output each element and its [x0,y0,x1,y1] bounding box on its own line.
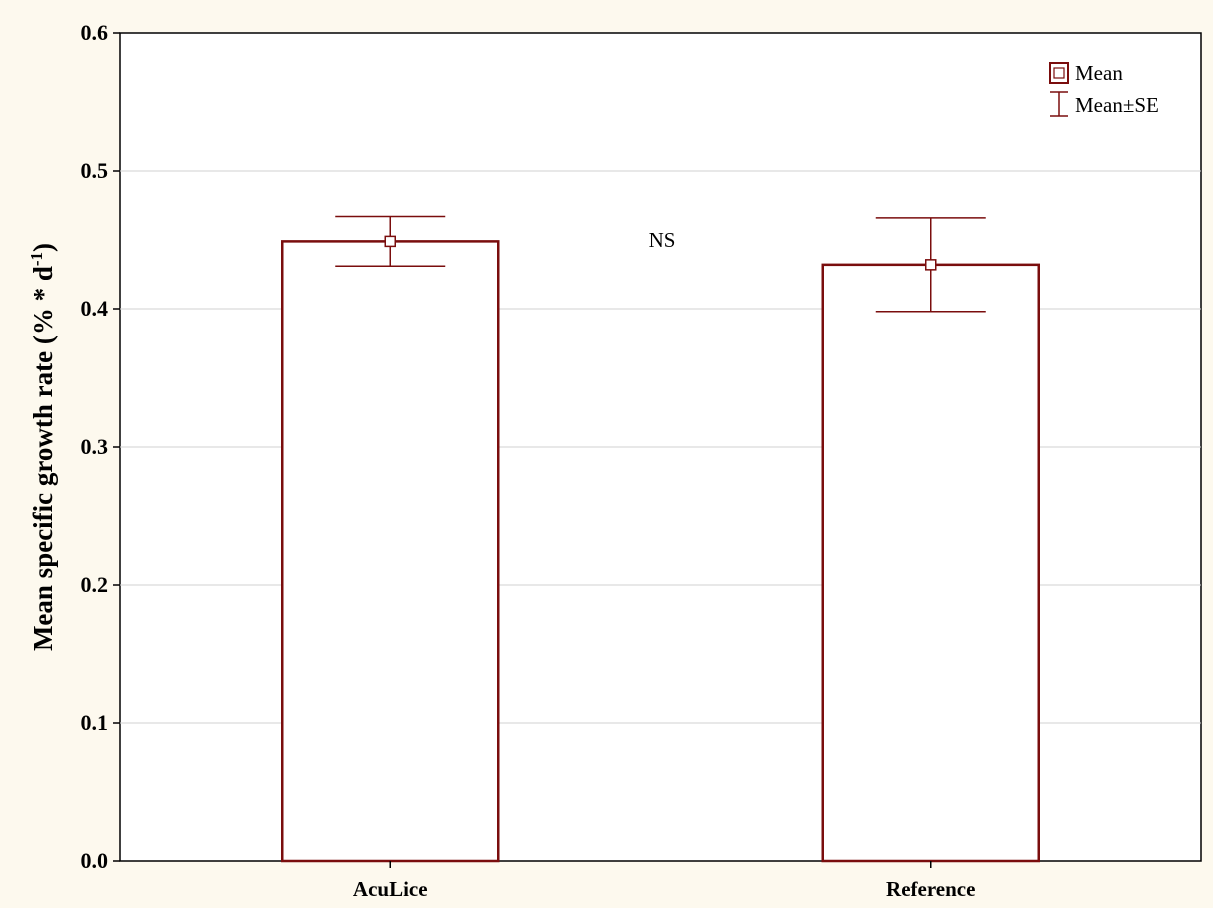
x-category-label: AcuLice [353,877,428,901]
y-axis-label-end: ) [28,243,58,252]
legend-mean-marker [1049,62,1069,84]
bars [281,215,1040,863]
y-axis-label-superscript: -1 [27,252,46,266]
legend: Mean Mean±SE [1049,61,1159,117]
legend-se-label: Mean±SE [1075,93,1159,117]
mean-marker [384,235,396,248]
x-category-label: Reference [886,877,975,901]
y-tick-label: 0.4 [81,296,109,321]
legend-mean-marker-inner [1053,67,1065,79]
y-tick-label: 0.5 [81,158,109,183]
y-axis-label-main: Mean specific growth rate (% * d [28,266,58,651]
y-tick-label: 0.3 [81,434,109,459]
y-axis-ticks: 0.0 0.1 0.2 0.3 0.4 0.5 0.6 [81,20,120,873]
y-axis-label: Mean specific growth rate (% * d-1) [27,243,58,651]
bar [821,263,1040,863]
x-axis-categories: AcuLice Reference [353,861,975,901]
y-tick-label: 0.1 [81,710,109,735]
y-tick-label: 0.0 [81,848,109,873]
significance-annotation: NS [649,228,676,252]
mean-marker [925,259,937,271]
bar [281,240,500,863]
y-tick-label: 0.2 [81,572,109,597]
legend-mean-label: Mean [1075,61,1123,85]
y-tick-label: 0.6 [81,20,109,45]
